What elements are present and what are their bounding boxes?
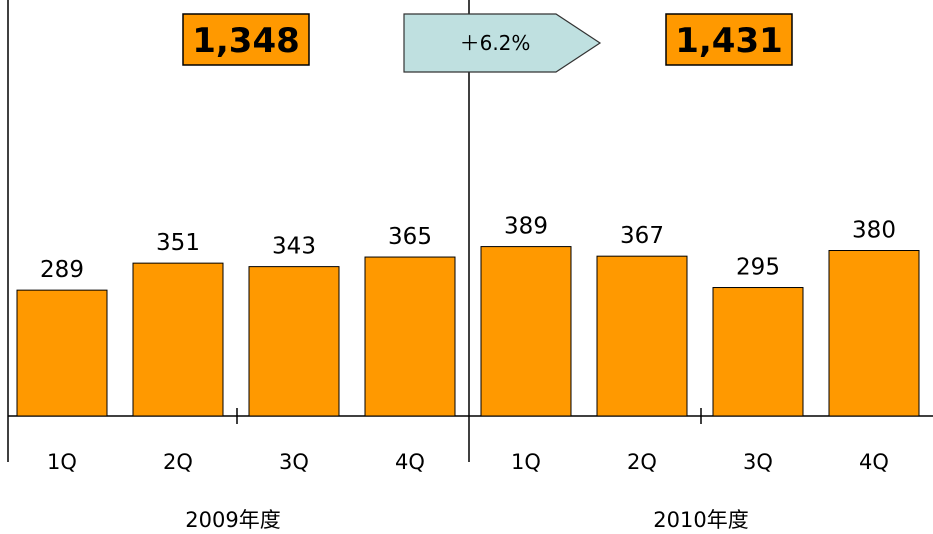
x-tick-label: 2Q (627, 450, 657, 474)
data-label: 389 (504, 214, 548, 240)
x-tick-label: 4Q (859, 450, 889, 474)
x-tick-label: 4Q (395, 450, 425, 474)
data-label: 295 (736, 255, 780, 281)
bars-layer (16, 246, 920, 417)
x-tick-label: 1Q (511, 450, 541, 474)
growth-arrow-shape (403, 13, 602, 73)
bar-2009年度-2Q (132, 262, 224, 417)
data-label: 380 (852, 218, 896, 244)
data-label: 365 (388, 224, 432, 250)
x-tick-label: 3Q (743, 450, 773, 474)
bar-2010年度-1Q (480, 246, 572, 417)
x-tick-label: 1Q (47, 450, 77, 474)
total-value-2009: 1,348 (192, 21, 300, 61)
growth-arrow: ＋6.2% (403, 13, 602, 73)
total-box-2010: 1,431 (665, 13, 793, 66)
fiscal-year-label: 2009年度 (185, 508, 280, 532)
data-label: 367 (620, 223, 664, 249)
data-label: 289 (40, 257, 84, 283)
total-box-2010-bg (665, 13, 793, 66)
bar-2009年度-3Q (248, 266, 340, 417)
total-box-2009: 1,348 (182, 13, 310, 66)
total-box-2009-bg (182, 13, 310, 66)
bar-2010年度-3Q (712, 287, 804, 417)
x-tick-label: 2Q (163, 450, 193, 474)
bar-2010年度-2Q (596, 255, 688, 417)
fiscal-year-label: 2010年度 (653, 508, 748, 532)
bar-2010年度-4Q (828, 250, 920, 417)
labels-layer: 289 1Q 351 2Q 343 3Q 365 4Q 2009年度 389 1Q 367 2Q 295 3… (40, 214, 896, 532)
total-value-2010: 1,431 (675, 21, 783, 61)
bar-2009年度-1Q (16, 289, 108, 417)
growth-rate-label: ＋6.2% (460, 31, 531, 55)
x-tick-label: 3Q (279, 450, 309, 474)
data-label: 351 (156, 230, 200, 256)
bar-2009年度-4Q (364, 256, 456, 417)
data-label: 343 (272, 234, 316, 260)
